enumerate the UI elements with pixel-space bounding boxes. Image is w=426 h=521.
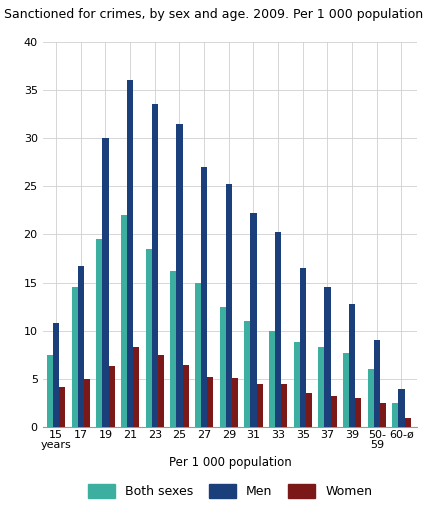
- Bar: [275, 231, 281, 427]
- Bar: [59, 387, 66, 427]
- Bar: [281, 384, 288, 427]
- Bar: [232, 378, 238, 427]
- Bar: [158, 355, 164, 427]
- Bar: [294, 342, 300, 427]
- Bar: [368, 369, 374, 427]
- Bar: [219, 307, 226, 427]
- Bar: [146, 249, 152, 427]
- Bar: [269, 331, 275, 427]
- Bar: [207, 377, 213, 427]
- Bar: [349, 304, 355, 427]
- Bar: [343, 353, 349, 427]
- Bar: [170, 271, 176, 427]
- Bar: [72, 288, 78, 427]
- Bar: [226, 184, 232, 427]
- Bar: [127, 80, 133, 427]
- Bar: [380, 403, 386, 427]
- Bar: [392, 403, 398, 427]
- Bar: [152, 104, 158, 427]
- Bar: [324, 288, 331, 427]
- Bar: [78, 266, 84, 427]
- Text: Sanctioned for crimes, by sex and age. 2009. Per 1 000 population: Sanctioned for crimes, by sex and age. 2…: [4, 8, 423, 21]
- Bar: [355, 398, 361, 427]
- X-axis label: Per 1 000 population: Per 1 000 population: [169, 455, 291, 468]
- Bar: [201, 167, 207, 427]
- Bar: [96, 239, 102, 427]
- Bar: [133, 347, 139, 427]
- Bar: [195, 282, 201, 427]
- Bar: [176, 123, 183, 427]
- Bar: [331, 396, 337, 427]
- Bar: [398, 389, 405, 427]
- Bar: [47, 355, 53, 427]
- Bar: [374, 341, 380, 427]
- Bar: [256, 384, 263, 427]
- Bar: [183, 365, 189, 427]
- Bar: [53, 323, 59, 427]
- Bar: [405, 418, 411, 427]
- Bar: [121, 215, 127, 427]
- Bar: [318, 347, 324, 427]
- Bar: [244, 321, 250, 427]
- Bar: [84, 379, 90, 427]
- Bar: [300, 268, 306, 427]
- Bar: [102, 138, 109, 427]
- Legend: Both sexes, Men, Women: Both sexes, Men, Women: [88, 483, 372, 498]
- Bar: [250, 213, 256, 427]
- Bar: [306, 393, 312, 427]
- Bar: [109, 366, 115, 427]
